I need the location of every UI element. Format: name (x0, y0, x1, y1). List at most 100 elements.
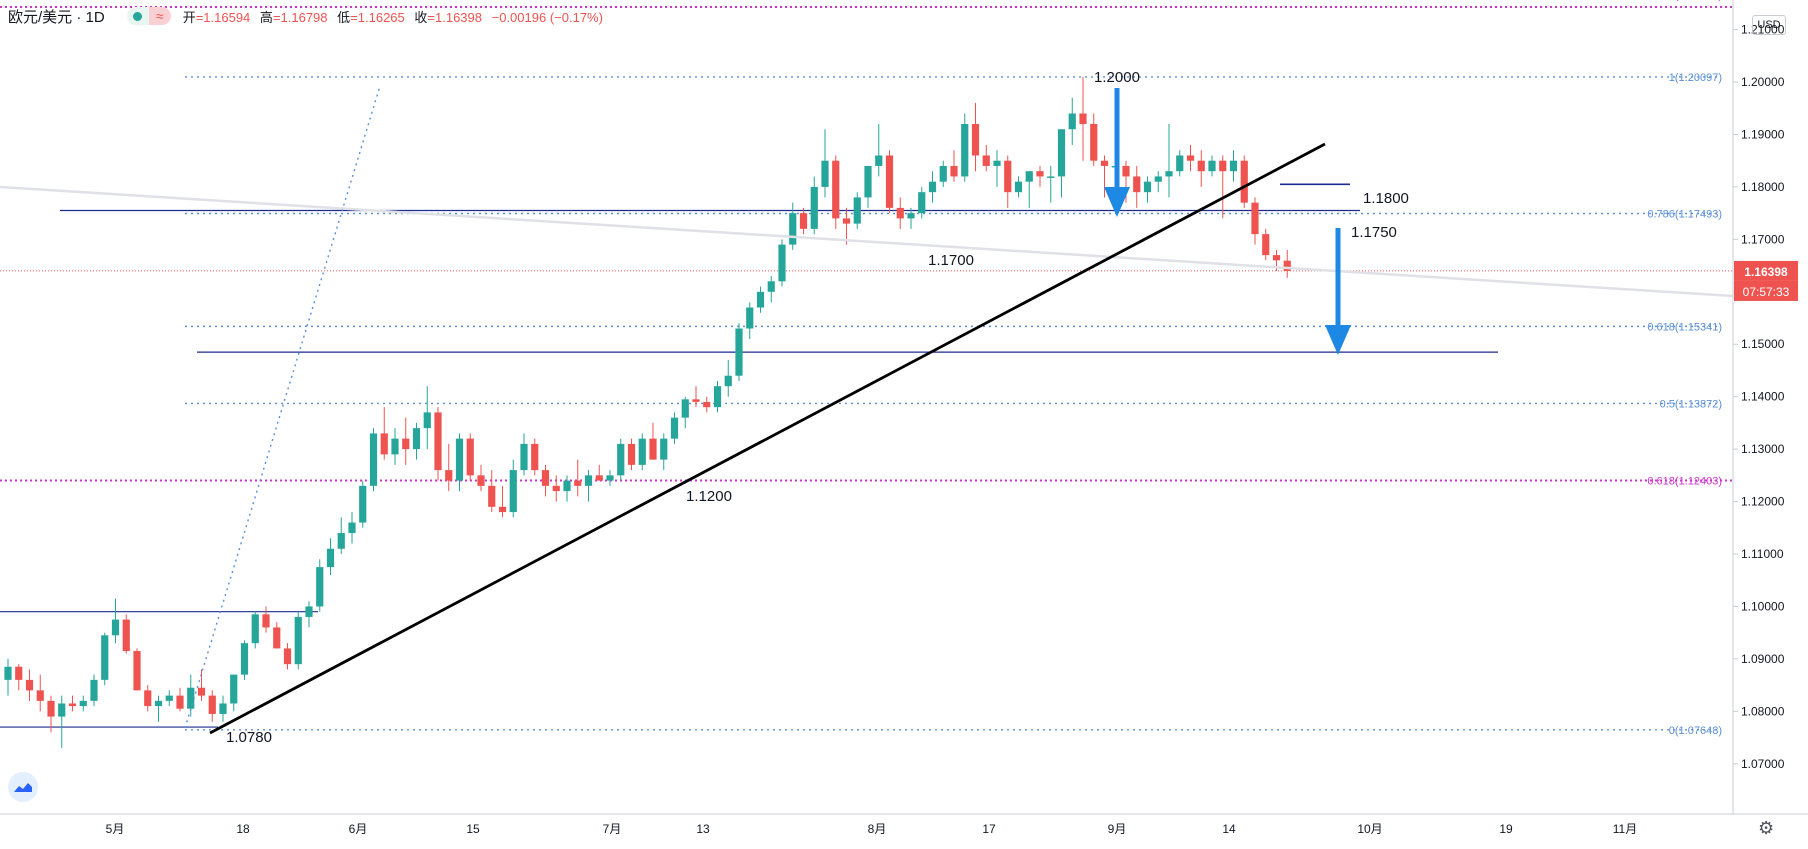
candle-body (187, 687, 195, 709)
candle-body (595, 475, 603, 481)
x-tick-label: 15 (466, 822, 480, 836)
countdown-label: 07:57:33 (1743, 285, 1790, 299)
candle-body (197, 687, 206, 696)
x-tick-label: 14 (1222, 822, 1236, 836)
candle-body (15, 666, 23, 680)
candle-body (348, 522, 356, 534)
candle-body (240, 643, 249, 675)
y-tick-label: 1.08000 (1741, 704, 1785, 718)
candle-body (434, 412, 442, 471)
fib-label: 1(1.20097) (1669, 72, 1722, 84)
last-price-label: 1.16398 (1744, 265, 1788, 279)
x-tick-label: 9月 (1108, 822, 1127, 836)
candle-body (1143, 181, 1152, 193)
candle-body (208, 695, 216, 714)
gear-icon[interactable]: ⚙ (1758, 818, 1775, 838)
candle-body (283, 648, 292, 665)
candle-body (1068, 113, 1076, 130)
y-tick-label: 1.18000 (1741, 180, 1785, 194)
candle-body (1122, 165, 1130, 177)
tradingview-logo-icon[interactable] (8, 772, 38, 802)
symbol-title[interactable]: 欧元/美元 · 1D (8, 8, 105, 26)
currency-button[interactable]: USD (1752, 15, 1786, 35)
x-tick-label: 19 (1499, 822, 1513, 836)
candle-body (832, 160, 840, 219)
candle-body (681, 399, 689, 418)
annotation-label: 1.1800 (1363, 190, 1409, 207)
candle-body (68, 703, 77, 707)
annotation-label: 1.1750 (1351, 224, 1397, 241)
candle-body (230, 674, 238, 704)
candle-body (584, 475, 593, 486)
x-tick-label: 7月 (603, 822, 622, 836)
annotation-label: 1.2000 (1094, 69, 1140, 86)
last-price-tag: 1.16398 (1734, 260, 1798, 281)
fibonacci-levels: 0.5(1.21669) 1(1.20097) 0.786(1.17493) 0.61… (0, 0, 1733, 737)
candle-body (122, 619, 130, 652)
candle-body (552, 485, 560, 492)
close-label: 收 (414, 9, 428, 25)
main-trend-line (209, 142, 1326, 735)
x-tick-label: 6月 (349, 822, 368, 836)
candle-body (1047, 176, 1055, 178)
candle-body (864, 165, 872, 198)
change-value: −0.00196 (−0.17%) (491, 9, 603, 25)
candle-body (939, 165, 947, 182)
candle-body (1262, 234, 1270, 256)
candle-body (1014, 181, 1023, 193)
candle-body (1057, 129, 1066, 177)
countdown-box (1734, 280, 1798, 301)
fib-label: 0.618(1.12403) (1647, 475, 1722, 487)
candle-body (423, 412, 431, 429)
candle-body (961, 123, 969, 177)
annotation-label: 1.1700 (928, 252, 974, 269)
candle-body (1090, 123, 1098, 161)
candle-body (821, 160, 829, 187)
fib-label: 0(1.07648) (1669, 725, 1722, 737)
candle-body (1004, 160, 1012, 193)
candle-body (638, 438, 646, 465)
candle-body (219, 703, 227, 714)
wave-icon[interactable]: ≈ (148, 7, 171, 25)
annotation-label: 1.1200 (686, 488, 732, 505)
low-label: 低 (337, 9, 351, 25)
candle-body (316, 567, 324, 607)
x-tick-label: 8月 (868, 822, 887, 836)
candle-body (1165, 171, 1173, 177)
candle-body (58, 703, 66, 717)
candle-body (918, 192, 926, 214)
y-tick-label: 1.17000 (1741, 232, 1785, 246)
candle-body (402, 438, 410, 450)
candle-body (531, 443, 539, 471)
x-tick-label: 10月 (1357, 822, 1382, 836)
candle-body (1197, 160, 1205, 172)
candle-body (488, 485, 496, 507)
candle-body (799, 213, 808, 229)
y-tick-label: 1.21000 (1741, 23, 1785, 37)
candle-body (101, 635, 109, 680)
fib-label: 0.618(1.15341) (1647, 321, 1722, 333)
candle-body (627, 443, 636, 465)
candle-body (154, 700, 163, 707)
open-value: =1.16594 (195, 9, 251, 25)
candle-body (1251, 202, 1259, 235)
time-axis[interactable]: 5月 18 6月 15 7月 13 8月 17 9月 14 10月 19 11月 (0, 813, 1808, 836)
candle-body (692, 399, 700, 402)
candle-body (660, 438, 668, 460)
candle-body (36, 690, 44, 701)
candle-body (369, 433, 378, 486)
candle-body (1208, 160, 1216, 172)
candle-body (574, 480, 582, 486)
candle-body (746, 307, 754, 329)
candle-body (47, 700, 55, 717)
candle-body (982, 155, 990, 166)
market-status-dot-icon[interactable] (126, 7, 149, 25)
candle-body (907, 213, 915, 219)
candle-body (391, 438, 399, 455)
y-tick-label: 1.09000 (1741, 652, 1785, 666)
candle-body (305, 606, 313, 617)
price-axis[interactable]: 1.07000 1.08000 1.09000 1.10000 1.11000 1.120… (1732, 0, 1798, 814)
faint-trend-line (0, 185, 1734, 298)
candle-body (885, 155, 894, 208)
